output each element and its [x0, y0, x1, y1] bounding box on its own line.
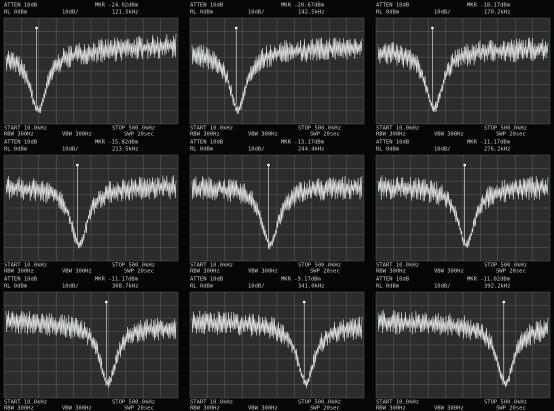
ref-level: RL 0dBm — [4, 147, 28, 153]
sweep-label: SWP 20sec — [124, 132, 154, 138]
marker-dot — [35, 27, 38, 30]
analyzer-panel: ATTEN 10dB MKR -24.02dBm RL 0dBm 10dB/121.5… — [4, 3, 178, 138]
marker-dot — [503, 301, 506, 304]
marker-freq: 170.2kHz — [484, 10, 511, 16]
vbw-label: VBW 300Hz — [248, 406, 278, 411]
analyzer-panel: ATTEN 10dB MKR -13.17dBm RL 0dBm 10dB/244.4… — [190, 140, 364, 275]
ref-level: RL 0dBm — [376, 10, 400, 16]
marker-level: MKR -11.02dBm — [467, 277, 511, 283]
atten-label: ATTEN 10dB — [4, 3, 38, 9]
analyzer-panel: ATTEN 10dB MKR -18.17dBm RL 0dBm 10dB/170.2… — [376, 3, 550, 138]
atten-label: ATTEN 10dB — [190, 277, 224, 283]
sweep-label: SWP 20sec — [124, 269, 154, 275]
marker-level: MKR -24.02dBm — [95, 3, 139, 9]
sweep-label: SWP 20sec — [310, 269, 340, 275]
scale-label: 10dB/ — [62, 10, 79, 16]
rbw-label: RBW 300Hz — [376, 132, 406, 138]
sweep-label: SWP 20sec — [124, 406, 154, 411]
marker-dot — [463, 164, 466, 167]
atten-label: ATTEN 10dB — [190, 140, 224, 146]
marker-level: MKR -13.17dBm — [281, 140, 325, 146]
scale-label: 10dB/ — [62, 284, 79, 290]
marker-freq: 276.2kHz — [484, 147, 511, 153]
rbw-label: RBW 300Hz — [190, 269, 220, 275]
screens: ATTEN 10dB MKR -24.02dBm RL 0dBm 10dB/121.5… — [0, 0, 554, 411]
analyzer-panel: ATTEN 10dB MKR -11.17dBm RL 0dBm 10dB/276.2… — [376, 140, 550, 275]
ref-level: RL 0dBm — [376, 147, 400, 153]
marker-dot — [303, 301, 306, 304]
marker-level: MKR -11.17dBm — [467, 140, 511, 146]
marker-level: MKR -11.17dBm — [95, 277, 139, 283]
sweep-label: SWP 20sec — [310, 406, 340, 411]
sweep-label: SWP 20sec — [310, 132, 340, 138]
vbw-label: VBW 300Hz — [434, 132, 464, 138]
rbw-label: RBW 300Hz — [4, 132, 34, 138]
marker-freq: 308.7kHz — [112, 284, 139, 290]
ref-level: RL 0dBm — [190, 10, 214, 16]
vbw-label: VBW 300Hz — [248, 269, 278, 275]
vbw-label: VBW 300Hz — [434, 269, 464, 275]
atten-label: ATTEN 10dB — [376, 140, 410, 146]
ref-level: RL 0dBm — [190, 284, 214, 290]
rbw-label: RBW 300Hz — [376, 269, 406, 275]
marker-freq: 392.2kHz — [484, 284, 511, 290]
ref-level: RL 0dBm — [4, 10, 28, 16]
marker-freq: 244.4kHz — [298, 147, 325, 153]
marker-dot — [267, 164, 270, 167]
rbw-label: RBW 300Hz — [4, 406, 34, 411]
marker-dot — [235, 27, 238, 30]
scale-label: 10dB/ — [62, 147, 79, 153]
atten-label: ATTEN 10dB — [4, 140, 38, 146]
marker-level: MKR -18.17dBm — [467, 3, 511, 9]
marker-level: MKR -20.67dBm — [281, 3, 325, 9]
ref-level: RL 0dBm — [376, 284, 400, 290]
analyzer-panel: ATTEN 10dB MKR -11.02dBm RL 0dBm 10dB/392.2… — [376, 277, 550, 411]
atten-label: ATTEN 10dB — [4, 277, 38, 283]
rbw-label: RBW 300Hz — [4, 269, 34, 275]
vbw-label: VBW 300Hz — [434, 406, 464, 411]
vbw-label: VBW 300Hz — [248, 132, 278, 138]
marker-freq: 213.5kHz — [112, 147, 139, 153]
analyzer-panel: ATTEN 10dB MKR -9.17dBm RL 0dBm 10dB/341.0k… — [190, 277, 364, 411]
sweep-label: SWP 20sec — [496, 132, 526, 138]
ref-level: RL 0dBm — [4, 284, 28, 290]
atten-label: ATTEN 10dB — [376, 277, 410, 283]
atten-label: ATTEN 10dB — [376, 3, 410, 9]
scale-label: 10dB/ — [434, 147, 451, 153]
marker-level: MKR -15.82dBm — [95, 140, 139, 146]
scale-label: 10dB/ — [434, 284, 451, 290]
scale-label: 10dB/ — [248, 10, 265, 16]
vbw-label: VBW 300Hz — [62, 132, 92, 138]
rbw-label: RBW 300Hz — [376, 406, 406, 411]
analyzer-panel: ATTEN 10dB MKR -15.82dBm RL 0dBm 10dB/213.5… — [4, 140, 178, 275]
sweep-label: SWP 20sec — [496, 406, 526, 411]
marker-freq: 341.0kHz — [298, 284, 325, 290]
analyzer-panel: ATTEN 10dB MKR -11.17dBm RL 0dBm 10dB/308.7… — [4, 277, 178, 411]
scale-label: 10dB/ — [248, 147, 265, 153]
rbw-label: RBW 300Hz — [190, 406, 220, 411]
marker-freq: 121.5kHz — [112, 10, 139, 16]
marker-level: MKR -9.17dBm — [281, 277, 321, 283]
marker-dot — [431, 27, 434, 30]
ref-level: RL 0dBm — [190, 147, 214, 153]
rbw-label: RBW 300Hz — [190, 132, 220, 138]
analyzer-panel: ATTEN 10dB MKR -20.67dBm RL 0dBm 10dB/142.5… — [190, 3, 364, 138]
marker-dot — [76, 164, 79, 167]
sweep-label: SWP 20sec — [496, 269, 526, 275]
vbw-label: VBW 300Hz — [62, 269, 92, 275]
marker-dot — [105, 301, 108, 304]
scale-label: 10dB/ — [434, 10, 451, 16]
vbw-label: VBW 300Hz — [62, 406, 92, 411]
scale-label: 10dB/ — [248, 284, 265, 290]
atten-label: ATTEN 10dB — [190, 3, 224, 9]
marker-freq: 142.5kHz — [298, 10, 325, 16]
